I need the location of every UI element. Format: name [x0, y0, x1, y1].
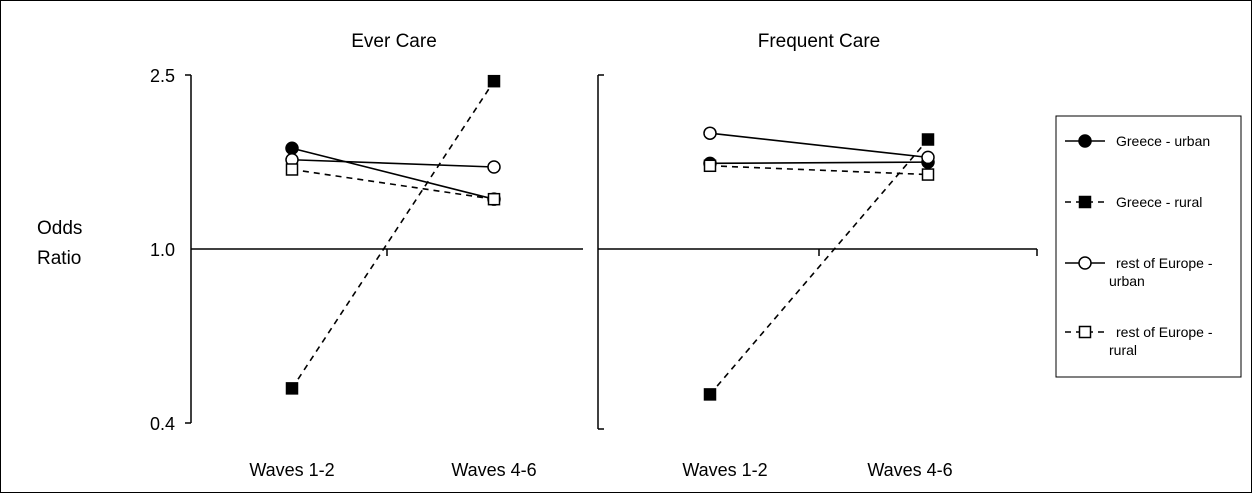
y-axis-labels: 2.5 1.0 0.4	[150, 66, 175, 434]
y-tick-label-0-4: 0.4	[150, 414, 175, 434]
y-axis-title: Odds Ratio	[37, 218, 82, 269]
series-points	[285, 74, 501, 395]
y-axis-title-line-2: Ratio	[37, 248, 81, 269]
data-point-greece-rural-2	[487, 74, 501, 88]
series-marks-frequent-care	[703, 126, 935, 401]
series-marks-ever-care	[285, 74, 501, 395]
data-point-greece-rural-1	[285, 382, 299, 395]
x-tick-label-waves-1-2-ever-care: Waves 1-2	[249, 460, 334, 480]
legend-entry-rest-of-europe-rural: rest of Europe - rural	[1065, 324, 1213, 358]
legend-marker-greece-rural	[1078, 195, 1092, 209]
legend-entry-rest-of-europe-urban: rest of Europe - urban	[1065, 255, 1213, 289]
data-point-rest-of-europe-urban-2	[921, 150, 935, 165]
legend-label-rest-of-europe-urban-line-2: urban	[1109, 273, 1145, 289]
legend-marker-rest-of-europe-rural	[1078, 325, 1092, 339]
legend-entries: Greece - urban Greece - rural rest of Euro…	[1065, 133, 1213, 358]
series-line-rest-of-europe-rural	[291, 168, 495, 200]
data-point-greece-urban-1	[285, 141, 299, 155]
panel-ever-care: Ever Care Waves 1-2 Waves 4-6	[185, 31, 583, 480]
x-tick-label-waves-1-2-frequent-care: Waves 1-2	[682, 460, 767, 480]
legend-label-rest-of-europe-rural-line-2: rural	[1109, 342, 1137, 358]
legend-label-rest-of-europe-rural: rest of Europe -	[1116, 324, 1213, 340]
data-point-rest-of-europe-urban-2	[487, 160, 501, 174]
series-line-rest-of-europe-urban	[291, 158, 495, 168]
series-points	[703, 126, 935, 401]
legend-label-greece-rural: Greece - rural	[1116, 194, 1202, 210]
panel-title-frequent-care: Frequent Care	[758, 31, 881, 52]
legend-entry-greece-rural: Greece - rural	[1065, 194, 1202, 210]
panel-title-ever-care: Ever Care	[351, 31, 437, 52]
y-tick-label-1-0: 1.0	[150, 240, 175, 260]
legend-marker-greece-urban	[1078, 134, 1092, 148]
x-tick-label-waves-4-6-ever-care: Waves 4-6	[451, 460, 536, 480]
series-line-greece-rural	[709, 138, 929, 395]
y-tick-label-2-5: 2.5	[150, 66, 175, 86]
legend-label-greece-urban: Greece - urban	[1116, 133, 1210, 149]
data-point-rest-of-europe-rural-1	[703, 159, 717, 173]
series-line-greece-rural	[291, 80, 495, 389]
data-point-rest-of-europe-rural-1	[285, 163, 299, 176]
legend-marker-rest-of-europe-urban	[1078, 256, 1092, 270]
series-line-greece-urban	[291, 147, 495, 200]
legend-label-rest-of-europe-urban: rest of Europe -	[1116, 255, 1213, 271]
x-tick-label-waves-4-6-frequent-care: Waves 4-6	[867, 460, 952, 480]
y-axis-title-line-1: Odds	[37, 218, 82, 239]
series-line-rest-of-europe-urban	[709, 132, 929, 159]
data-point-rest-of-europe-rural-2	[921, 168, 935, 181]
series-lines	[709, 132, 929, 395]
data-point-rest-of-europe-rural-2	[487, 192, 501, 206]
data-point-rest-of-europe-urban-1	[703, 126, 717, 140]
series-line-rest-of-europe-rural	[709, 164, 929, 176]
series-lines	[291, 80, 495, 389]
data-point-greece-rural-1	[703, 388, 717, 401]
legend-entry-greece-urban: Greece - urban	[1065, 133, 1210, 149]
panel-frequent-care: Frequent Care Waves 1-2 Waves 4-6	[597, 31, 1038, 480]
series-line-greece-urban	[709, 161, 929, 165]
data-point-greece-rural-2	[921, 133, 935, 146]
legend: Greece - urban Greece - rural rest of Euro…	[1055, 115, 1242, 378]
